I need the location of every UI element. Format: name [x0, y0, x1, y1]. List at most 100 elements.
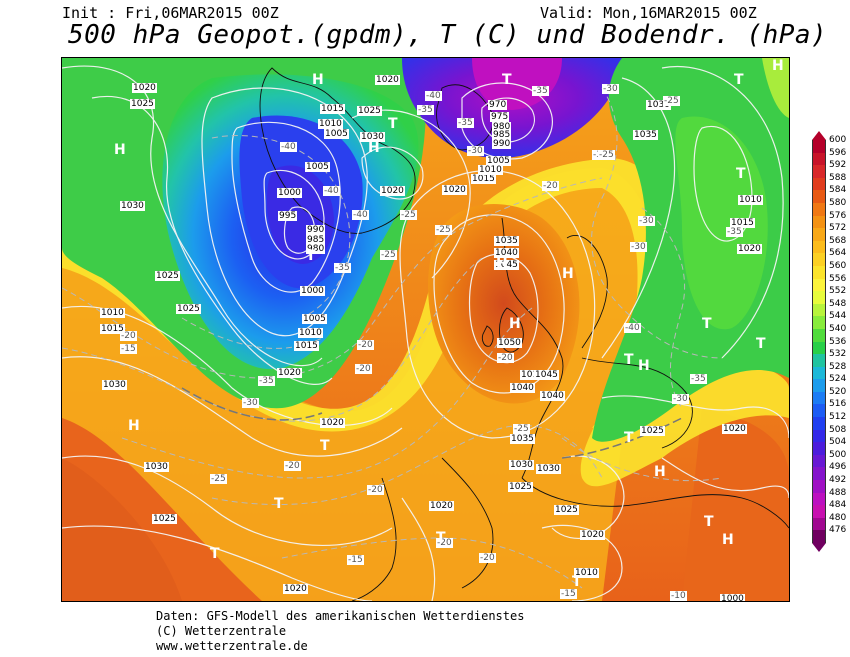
pressure-label: 1005 [305, 162, 330, 172]
color-scale-legend [812, 131, 826, 552]
legend-swatch [812, 429, 826, 443]
pressure-label: 1015 [320, 104, 345, 114]
legend-swatch [812, 140, 826, 153]
low-pressure-marker: T [734, 72, 744, 88]
temperature-label: -25 [513, 424, 530, 434]
legend-swatch [812, 303, 826, 317]
pressure-label: 1030 [102, 380, 127, 390]
pressure-label: 1025 [155, 271, 180, 281]
pressure-label: 975 [490, 112, 510, 122]
high-pressure-marker: H [128, 418, 140, 434]
high-pressure-marker: H [312, 72, 324, 88]
low-pressure-marker: T [210, 546, 220, 562]
legend-value: 548 [829, 298, 847, 309]
legend-swatch [812, 165, 826, 178]
temperature-label: -40 [323, 186, 340, 196]
legend-swatch [812, 177, 826, 191]
pressure-label: 1015 [100, 324, 125, 334]
pressure-label: 1005 [302, 314, 327, 324]
low-pressure-marker: T [320, 438, 330, 454]
weather-map: 1020 1025 1020 1015 1025 1010 1005 1030 1005 1000… [61, 57, 790, 602]
pressure-label: 1040 [494, 248, 519, 258]
low-pressure-marker: T [624, 430, 634, 446]
footer-website[interactable]: www.wetterzentrale.de [156, 639, 308, 653]
high-pressure-marker: H [509, 316, 521, 332]
pressure-label: 1020 [132, 83, 157, 93]
footer-source: Daten: GFS-Modell des amerikanischen Wet… [156, 609, 525, 623]
temperature-label: -20 [120, 331, 137, 341]
legend-swatch [812, 215, 826, 229]
temperature-label: -20 [436, 538, 453, 548]
legend-swatch [812, 492, 826, 506]
pressure-label: 1025 [508, 482, 533, 492]
legend-value: 572 [829, 223, 847, 234]
legend-value: 476 [829, 525, 847, 536]
legend-swatch [812, 265, 826, 279]
temperature-label: -35 [726, 227, 743, 237]
pressure-label: 1020 [722, 424, 747, 434]
pressure-label: 1020 [737, 244, 762, 254]
temperature-label: -30 [630, 242, 647, 252]
temperature-label: -30 [672, 394, 689, 404]
pressure-label: 1025 [357, 106, 382, 116]
pressure-label: 1010 [318, 119, 343, 129]
legend-value: 544 [829, 311, 847, 322]
pressure-label: 1045 [494, 260, 519, 270]
legend-value: 540 [829, 323, 847, 334]
low-pressure-marker: T [704, 514, 714, 530]
pressure-label: 1030 [536, 464, 561, 474]
legend-value: 552 [829, 286, 847, 297]
temperature-label: -10 [670, 591, 687, 601]
legend-swatch [812, 202, 826, 216]
legend-value: 576 [829, 210, 847, 221]
legend-value: 580 [829, 197, 847, 208]
legend-value: 500 [829, 449, 847, 460]
legend-swatch [812, 341, 826, 355]
pressure-label: 1025 [152, 514, 177, 524]
temperature-label: -35 [532, 86, 549, 96]
temperature-label: -30 [602, 84, 619, 94]
pressure-label: 1025 [130, 99, 155, 109]
pressure-label: 1005 [486, 156, 511, 166]
pressure-label: 1025 [640, 426, 665, 436]
temperature-label: -25 [663, 96, 680, 106]
legend-swatch [812, 190, 826, 203]
legend-top-arrow [812, 131, 826, 140]
legend-value: 600 [829, 135, 847, 145]
pressure-label: 1015 [294, 341, 319, 351]
pressure-label: 1000 [720, 594, 745, 602]
temperature-label: -40 [624, 323, 641, 333]
pressure-label: 1010 [520, 370, 545, 380]
legend-value: 520 [829, 386, 847, 397]
pressure-label: 1020 [277, 368, 302, 378]
legend-swatch [812, 278, 826, 292]
pressure-label: 1045 [534, 370, 559, 380]
pressure-label: 1035 [510, 434, 535, 444]
legend-value: 504 [829, 437, 847, 448]
pressure-label: 1010 [574, 568, 599, 578]
legend-swatch [812, 291, 826, 304]
pressure-label: 985 [306, 235, 326, 245]
legend-value: 532 [829, 349, 847, 360]
high-pressure-marker: H [114, 142, 126, 158]
low-pressure-marker: T [572, 574, 582, 590]
legend-value: 480 [829, 512, 847, 523]
pressure-label: 1030 [646, 100, 671, 110]
temperature-label: -40 [352, 210, 369, 220]
pressure-label: 1030 [509, 460, 534, 470]
low-pressure-marker: T [306, 248, 316, 264]
pressure-label: 1035 [633, 130, 658, 140]
pressure-label: 1030 [360, 132, 385, 142]
legend-swatch [812, 442, 826, 455]
legend-value: 488 [829, 487, 847, 498]
legend-value: 508 [829, 424, 847, 435]
legend-value: 584 [829, 185, 847, 196]
legend-value: 528 [829, 361, 847, 372]
legend-swatch [812, 517, 826, 531]
pressure-label: 1000 [277, 188, 302, 198]
temperature-label: -25 [210, 474, 227, 484]
pressure-label: 1040 [540, 391, 565, 401]
pressure-label: 980 [306, 244, 326, 254]
legend-bottom-arrow [812, 543, 826, 552]
high-pressure-marker: H [562, 266, 574, 282]
